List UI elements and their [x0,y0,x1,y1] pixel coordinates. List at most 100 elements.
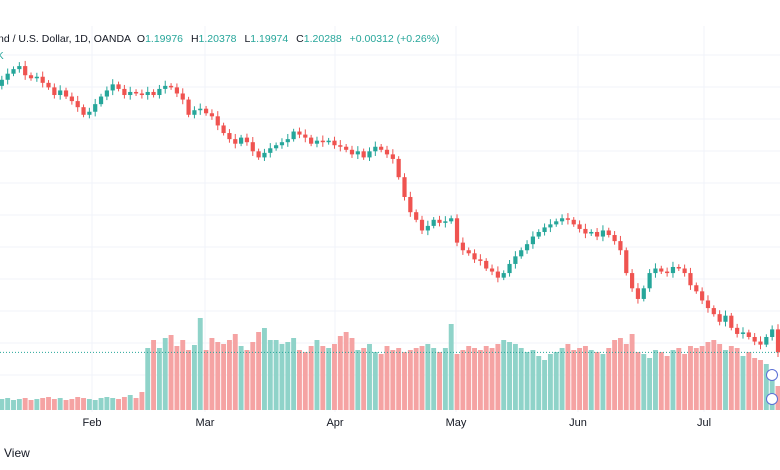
candle-body [116,84,121,89]
volume-bar [133,398,139,410]
candle-body [536,231,541,237]
candle-body [746,332,751,337]
volume-bar [297,350,302,410]
volume-bar [314,340,320,410]
volume-bar [396,348,402,410]
candle-body [466,250,471,254]
volume-bar [617,338,623,410]
volume-bar [688,346,693,410]
candle-body [449,218,454,222]
high-label: H [190,33,199,45]
candle-body [180,93,185,100]
candle-body [285,139,290,143]
volume-bar [588,350,594,410]
candle-body [98,96,104,105]
candle-body [209,113,215,117]
candle-body [75,101,80,108]
symbol-legend: nd / U.S. Dollar, 1D, OANDA O1.19976 H1.… [0,33,445,45]
volume-bar [145,348,151,410]
footer-view-text: View [4,446,30,460]
volume-bar [226,340,232,410]
volume-bar [98,398,104,410]
volume-bar [565,344,571,410]
volume-bar [244,350,250,410]
volume-bar [582,346,588,410]
volume-bar [658,352,664,410]
candle-body [425,225,430,231]
candle-body [221,125,226,134]
candle-body [379,146,384,150]
close-value: 1.20288 [303,33,342,45]
candle-body [139,93,144,96]
volume-bar [612,340,618,410]
volume-bar [372,352,378,410]
x-tick-label: Jun [569,417,587,429]
candle-body [250,142,255,152]
volume-bar [472,348,477,410]
volume-bar [483,346,489,410]
volume-bar [209,338,215,410]
candle-body [297,131,302,135]
volume-bar [542,360,548,410]
candle-body [384,149,390,155]
volume-bar [81,398,86,410]
candle-body [641,288,646,299]
volume-bar [629,334,635,410]
volume-bar [407,350,413,410]
volume-bar [559,348,565,410]
volume-bar [174,346,180,410]
volume-bar [600,354,606,410]
candle-body [349,149,355,155]
candle-body [705,300,711,309]
volume-bar [635,352,641,410]
volume-bar [238,346,244,410]
candle-body [40,76,45,83]
candle-body [635,288,641,299]
volume-bar [431,348,437,410]
candle-body [659,268,664,272]
volume-bar [267,340,273,410]
volume-bar [477,350,483,410]
candle-body [11,69,16,74]
candle-body [373,146,378,152]
low-value: 1.19974 [250,33,289,45]
volume-bar [402,352,407,410]
volume-bar [92,400,98,410]
candle-body [203,108,209,114]
candle-body [268,148,273,153]
volume-bar [763,364,769,410]
volume-bar [256,332,262,410]
volume-bar [156,348,162,410]
volume-bar [571,350,577,410]
volume-bar [104,397,110,410]
candle-body [688,273,693,286]
candle-body [0,79,4,86]
candle-body [303,134,308,138]
volume-bar [302,352,308,410]
candle-body [583,228,588,234]
volume-bar [86,399,92,410]
candle-body [524,244,530,251]
candle-body [752,336,757,342]
candle-body [52,87,57,96]
volume-bar [553,352,559,410]
volume-bar [332,344,337,410]
volume-bar [291,338,297,410]
candle-body [600,230,606,237]
candle-body [414,212,419,220]
change-value: +0.00312 (+0.26%) [349,33,440,45]
candle-body [367,151,372,158]
candle-body [133,91,139,94]
candle-body [665,271,670,274]
candle-body [87,111,92,115]
event-badge-icon[interactable] [766,369,778,381]
volume-bar [647,358,653,410]
candle-body [530,236,535,245]
volume-bar [711,340,717,410]
candle-body [559,218,565,222]
volume-bar [512,344,518,410]
volume-bar [758,360,763,410]
volume-bar [682,354,688,410]
event-badge-icon[interactable] [766,393,778,405]
